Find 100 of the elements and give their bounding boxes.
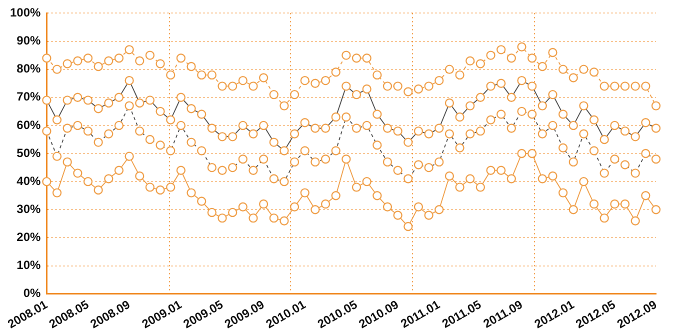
point [506, 54, 516, 63]
point [610, 82, 620, 91]
point [630, 216, 640, 226]
point [630, 82, 640, 91]
point [527, 54, 537, 63]
point [486, 50, 496, 60]
point [62, 157, 72, 167]
point [114, 166, 124, 175]
point [310, 205, 320, 214]
point [393, 210, 402, 220]
point [538, 174, 547, 184]
point [300, 76, 310, 86]
point [331, 68, 340, 77]
point [352, 54, 362, 63]
point [73, 168, 82, 178]
point [455, 70, 464, 80]
point [42, 54, 52, 63]
point [186, 62, 196, 72]
y-tick-label: 90% [16, 34, 42, 48]
point [476, 59, 486, 68]
point [331, 191, 340, 200]
point [568, 205, 578, 214]
point [444, 171, 454, 181]
point [342, 50, 351, 60]
point [424, 82, 434, 91]
point [444, 64, 454, 74]
point [269, 90, 278, 100]
point [382, 82, 392, 91]
point [228, 208, 238, 218]
point [600, 213, 609, 223]
point [352, 182, 362, 192]
point [310, 78, 320, 88]
point [218, 213, 227, 223]
point [620, 82, 630, 91]
point [414, 202, 424, 212]
point [548, 171, 558, 181]
point [372, 70, 382, 80]
point [434, 76, 444, 86]
point [280, 101, 289, 110]
point [382, 202, 392, 212]
point [548, 48, 558, 58]
point [186, 188, 196, 198]
point [579, 176, 588, 186]
point [404, 87, 413, 96]
point [124, 152, 134, 161]
point [641, 82, 650, 91]
point [218, 82, 227, 91]
point [558, 188, 568, 198]
point [197, 196, 206, 206]
point [124, 45, 134, 54]
point [42, 176, 52, 186]
point [496, 166, 506, 175]
point [197, 70, 206, 80]
point [94, 185, 103, 195]
point [362, 176, 372, 186]
point [651, 101, 661, 110]
point [589, 199, 599, 209]
point [579, 64, 588, 74]
point [238, 202, 248, 212]
point [517, 42, 526, 52]
point [104, 56, 114, 66]
point [52, 188, 62, 198]
point [62, 59, 72, 68]
y-tick-label: 60% [16, 118, 42, 132]
point [404, 222, 413, 232]
point [466, 56, 475, 66]
point [589, 68, 599, 77]
point [135, 56, 144, 66]
point [52, 64, 62, 74]
point [176, 166, 186, 175]
point [228, 82, 238, 91]
point [166, 182, 176, 192]
point [114, 54, 124, 63]
point [145, 50, 155, 60]
point [280, 216, 289, 226]
point [486, 166, 496, 175]
point [320, 76, 330, 86]
point [342, 154, 351, 164]
point [290, 90, 300, 100]
y-tick-label: 40% [16, 174, 42, 188]
point [104, 174, 114, 184]
point [207, 70, 217, 80]
point [207, 208, 217, 218]
point [135, 171, 144, 181]
point [290, 202, 300, 212]
y-tick-label: 10% [16, 258, 42, 272]
point [94, 62, 103, 72]
point [258, 199, 268, 209]
point [424, 210, 434, 220]
point [568, 73, 578, 82]
point [538, 62, 547, 72]
y-tick-label: 50% [16, 146, 42, 160]
point [166, 70, 176, 80]
y-tick-label: 80% [16, 62, 42, 76]
point [393, 82, 402, 91]
point [248, 213, 258, 223]
point [300, 188, 310, 198]
point [238, 76, 248, 86]
y-tick-label: 0% [23, 286, 42, 300]
point [372, 191, 382, 200]
